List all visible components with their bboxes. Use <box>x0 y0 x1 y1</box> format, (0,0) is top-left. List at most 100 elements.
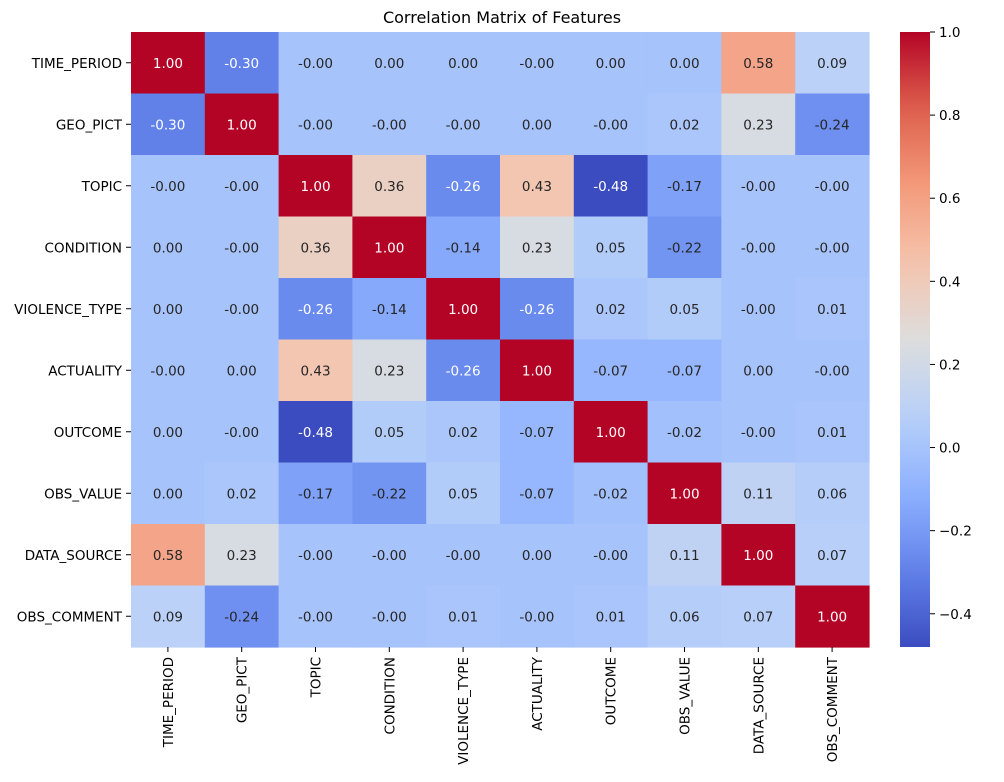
heatmap-cell <box>352 93 427 156</box>
cell-value-label: -0.26 <box>519 302 554 318</box>
cell-value-label: 1.00 <box>227 117 257 133</box>
cell-value-label: -0.26 <box>446 363 481 379</box>
heatmap-cell <box>352 32 427 95</box>
heatmap-cell <box>573 524 649 587</box>
colorbar-tick-label: 0.0 <box>939 441 960 457</box>
cell-value-label: 0.05 <box>596 240 626 256</box>
cell-value-label: -0.00 <box>372 609 407 625</box>
cell-value-label: -0.00 <box>741 240 776 256</box>
cell-value-label: 1.00 <box>153 56 183 72</box>
heatmap-cell <box>278 339 353 402</box>
row-label: CONDITION <box>45 240 122 256</box>
cell-value-label: 0.05 <box>448 486 478 502</box>
cell-value-label: -0.17 <box>667 179 702 195</box>
cell-value-label: 0.36 <box>374 179 404 195</box>
cell-value-label: -0.00 <box>446 117 481 133</box>
cell-value-label: -0.00 <box>815 363 850 379</box>
cell-value-label: -0.00 <box>224 425 259 441</box>
cell-value-label: -0.07 <box>667 363 702 379</box>
heatmap-cell <box>721 401 796 464</box>
row-label: OUTCOME <box>54 425 122 441</box>
heatmap-cell <box>500 93 575 156</box>
heatmap-cell <box>278 462 353 525</box>
heatmap-cell <box>352 524 427 587</box>
heatmap-cell <box>795 401 870 464</box>
cell-value-label: -0.00 <box>593 117 628 133</box>
heatmap-cell <box>573 216 649 279</box>
colorbar-tick-label: 1.0 <box>939 25 960 41</box>
heatmap-cell <box>647 462 722 525</box>
heatmap-cell <box>131 278 206 341</box>
cell-value-label: -0.14 <box>446 240 481 256</box>
cell-value-label: -0.07 <box>519 425 554 441</box>
heatmap-cell <box>721 278 796 341</box>
row-label: GEO_PICT <box>56 117 123 133</box>
heatmap-cell <box>795 32 870 95</box>
row-label: TOPIC <box>81 179 122 195</box>
column-label: OBS_VALUE <box>678 657 694 735</box>
heatmap-cell <box>131 32 206 95</box>
heatmap-cell <box>352 401 427 464</box>
heatmap-cell <box>647 155 722 218</box>
heatmap-cell <box>278 93 353 156</box>
heatmap-cell <box>426 278 501 341</box>
heatmap-cell <box>204 585 280 648</box>
cell-value-label: 0.02 <box>448 425 478 441</box>
column-label: OUTCOME <box>604 657 620 725</box>
heatmap-cell <box>500 524 575 587</box>
heatmap-cell <box>795 462 870 525</box>
heatmap-cell <box>352 462 427 525</box>
cell-value-label: 0.00 <box>522 117 552 133</box>
cell-value-label: -0.00 <box>815 240 850 256</box>
heatmap-cell <box>795 216 870 279</box>
heatmap-cell <box>131 524 206 587</box>
cell-value-label: 1.00 <box>596 425 626 441</box>
heatmap-cell <box>721 462 796 525</box>
cell-value-label: -0.22 <box>372 486 407 502</box>
cell-value-label: -0.00 <box>815 179 850 195</box>
heatmap-cell <box>426 585 501 648</box>
cell-value-label: 0.00 <box>153 425 183 441</box>
cell-value-label: -0.14 <box>372 302 407 318</box>
heatmap-cell <box>500 462 575 525</box>
heatmap-cell <box>647 32 722 95</box>
cell-value-label: 1.00 <box>300 179 330 195</box>
heatmap-cell <box>426 155 501 218</box>
heatmap-cell <box>500 585 575 648</box>
cell-value-label: 0.02 <box>596 302 626 318</box>
cell-value-label: -0.00 <box>298 117 333 133</box>
cell-value-label: 0.43 <box>300 363 330 379</box>
colorbar-tick-label: 0.8 <box>939 108 960 124</box>
cell-value-label: -0.00 <box>593 548 628 564</box>
cell-value-label: 0.23 <box>374 363 404 379</box>
row-label: OBS_COMMENT <box>17 609 123 625</box>
heatmap-cell <box>573 401 649 464</box>
cell-value-label: 0.07 <box>743 609 773 625</box>
cell-value-label: 0.00 <box>153 302 183 318</box>
cell-value-label: -0.07 <box>593 363 628 379</box>
cell-value-label: 0.07 <box>817 548 847 564</box>
colorbar-tick-label: 0.4 <box>939 274 960 290</box>
cell-value-label: 0.00 <box>743 363 773 379</box>
heatmap-cell <box>204 278 280 341</box>
cell-value-label: 0.00 <box>596 56 626 72</box>
cell-value-label: 0.01 <box>817 425 847 441</box>
heatmap-cell <box>204 524 280 587</box>
heatmap-cell <box>352 216 427 279</box>
cell-value-label: 0.09 <box>153 609 183 625</box>
heatmap-cell <box>278 524 353 587</box>
cell-value-label: 0.58 <box>153 548 183 564</box>
cell-value-label: 0.00 <box>522 548 552 564</box>
cell-value-label: 1.00 <box>669 486 699 502</box>
heatmap-cell <box>573 585 649 648</box>
cell-value-label: 0.05 <box>669 302 699 318</box>
column-tick-labels: TIME_PERIOD GEO_PICT TOPIC CONDITION VIOLENC… <box>161 647 841 765</box>
heatmap-cell <box>721 524 796 587</box>
heatmap-cell <box>131 93 206 156</box>
heatmap-cell <box>131 339 206 402</box>
colorbar-tick-label: 0.2 <box>939 357 960 373</box>
heatmap-cell <box>795 155 870 218</box>
heatmap-cell <box>795 585 870 648</box>
cell-value-label: 0.02 <box>227 486 257 502</box>
